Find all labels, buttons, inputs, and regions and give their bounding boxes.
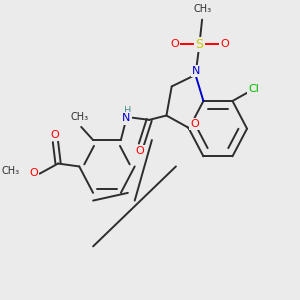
Text: CH₃: CH₃ bbox=[1, 166, 19, 176]
Text: O: O bbox=[29, 168, 38, 178]
Text: O: O bbox=[190, 119, 199, 129]
Text: CH₃: CH₃ bbox=[193, 4, 211, 14]
Text: N: N bbox=[122, 113, 130, 123]
Text: H: H bbox=[124, 106, 131, 116]
Text: O: O bbox=[136, 146, 144, 156]
Text: O: O bbox=[50, 130, 59, 140]
Text: N: N bbox=[192, 66, 200, 76]
Text: O: O bbox=[220, 39, 229, 49]
Text: Cl: Cl bbox=[248, 84, 259, 94]
Text: O: O bbox=[170, 39, 179, 49]
Text: CH₃: CH₃ bbox=[71, 112, 89, 122]
Text: S: S bbox=[196, 38, 203, 51]
